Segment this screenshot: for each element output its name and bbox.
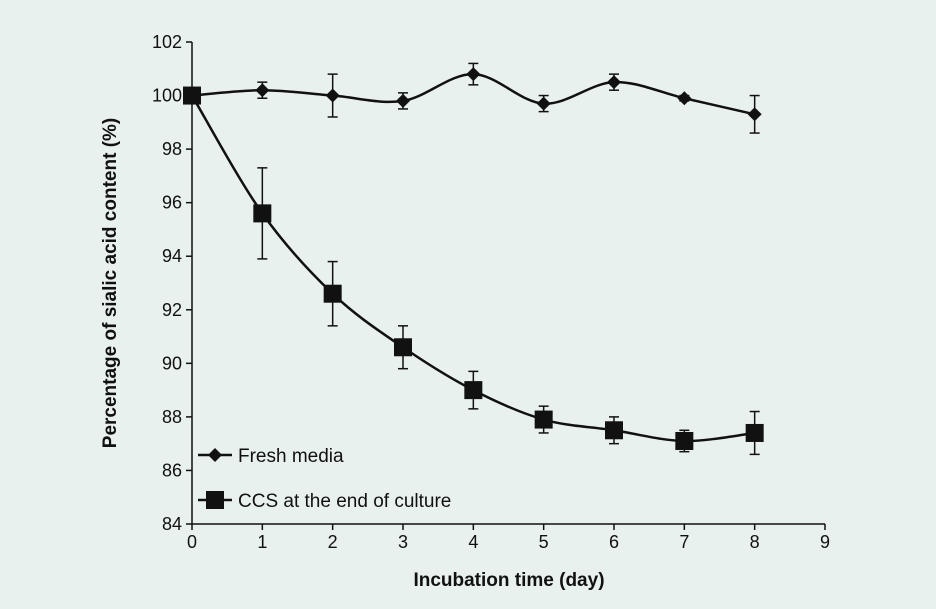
data-point bbox=[745, 423, 764, 442]
y-tick-label: 88 bbox=[162, 407, 182, 427]
data-point bbox=[396, 93, 410, 108]
data-point bbox=[605, 421, 623, 440]
y-tick-label: 98 bbox=[162, 139, 182, 159]
data-point bbox=[466, 67, 481, 82]
data-point bbox=[675, 431, 694, 450]
legend-marker bbox=[208, 448, 222, 462]
data-point bbox=[253, 204, 272, 223]
legend-label: Fresh media bbox=[238, 446, 344, 467]
x-tick-label: 7 bbox=[679, 532, 689, 552]
data-point bbox=[323, 284, 342, 303]
y-tick-label: 96 bbox=[162, 193, 182, 213]
data-point bbox=[183, 86, 201, 105]
x-tick-label: 8 bbox=[750, 532, 760, 552]
data-point bbox=[536, 96, 551, 111]
x-tick-label: 4 bbox=[468, 532, 478, 552]
y-axis-title: Percentage of sialic acid content (%) bbox=[100, 118, 121, 448]
x-tick-label: 2 bbox=[328, 532, 338, 552]
series-layer bbox=[183, 62, 764, 456]
y-tick-label: 100 bbox=[152, 86, 182, 106]
data-point bbox=[255, 83, 270, 98]
y-tick-label: 94 bbox=[162, 246, 182, 266]
y-tick-label: 92 bbox=[162, 300, 182, 320]
data-point bbox=[464, 381, 483, 400]
series-ccs-end-of-culture bbox=[183, 86, 764, 456]
data-point bbox=[747, 107, 762, 122]
y-tick-label: 84 bbox=[162, 514, 182, 534]
y-tick-label: 102 bbox=[152, 32, 182, 52]
x-tick-label: 1 bbox=[257, 532, 267, 552]
axes: 84 86 88 90 92 94 96 98 100 102 0 1 2 3 4 5 6 7 8 9 bbox=[152, 32, 830, 552]
x-tick-label: 9 bbox=[820, 532, 830, 552]
x-tick-label: 0 bbox=[187, 532, 197, 552]
legend-marker bbox=[206, 491, 224, 509]
x-tick-label: 5 bbox=[539, 532, 549, 552]
x-tick-label: 6 bbox=[609, 532, 619, 552]
legend-label: CCS at the end of culture bbox=[238, 491, 451, 512]
y-tick-label: 86 bbox=[162, 460, 182, 480]
x-tick-label: 3 bbox=[398, 532, 408, 552]
data-point bbox=[325, 88, 340, 103]
data-point bbox=[394, 338, 412, 357]
y-tick-label: 90 bbox=[162, 353, 182, 373]
data-point bbox=[677, 91, 692, 106]
data-point bbox=[534, 410, 553, 429]
data-point bbox=[607, 75, 621, 90]
x-axis-title: Incubation time (day) bbox=[413, 570, 604, 591]
legend: Fresh media CCS at the end of culture bbox=[198, 446, 451, 512]
